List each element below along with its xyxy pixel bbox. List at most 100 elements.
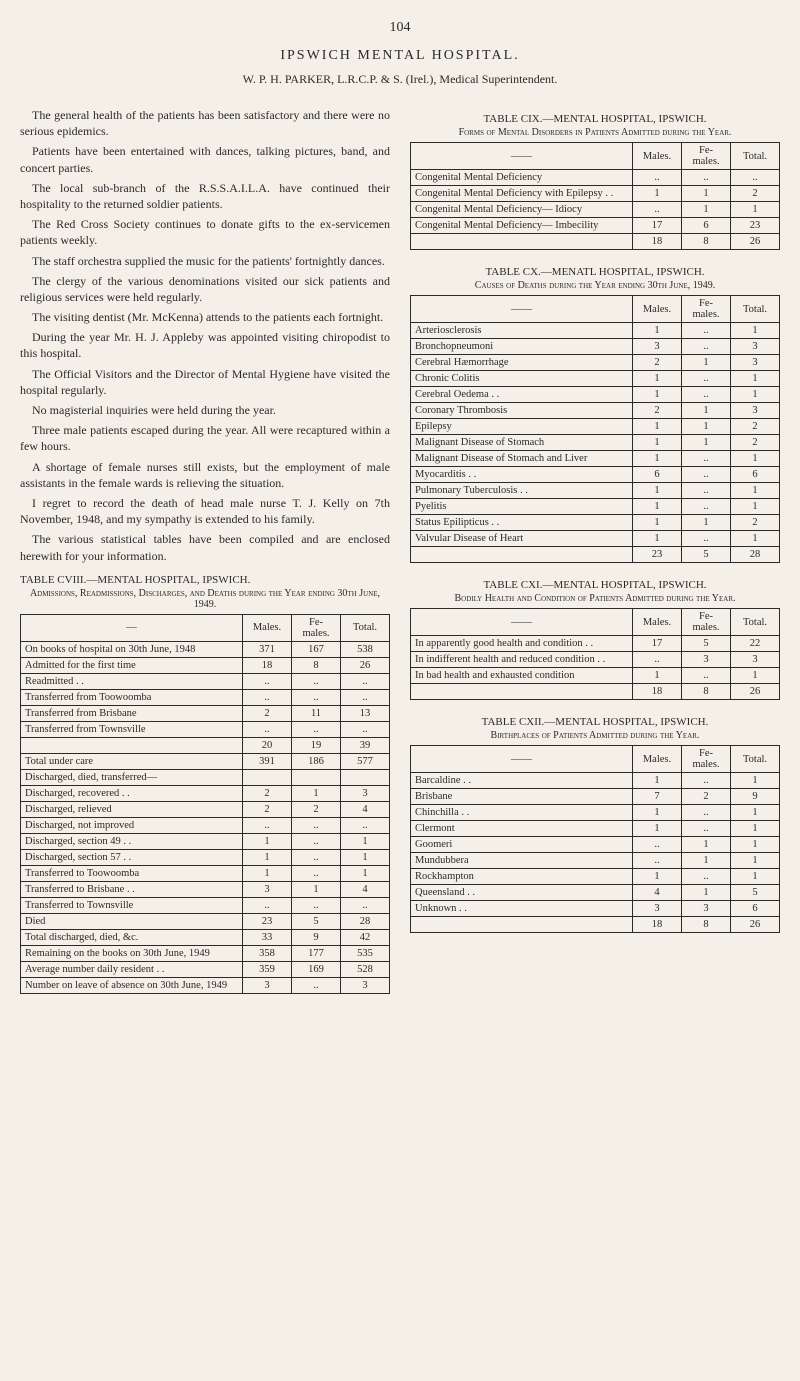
table-row: Transferred to Townsville...... [21, 897, 390, 913]
cell-value: 1 [243, 849, 292, 865]
cell-value: 8 [682, 684, 731, 700]
table-cx-title: TABLE CX.—MENATL HOSPITAL, IPSWICH. [410, 266, 780, 278]
cell-value: 2 [731, 435, 780, 451]
row-label: Congenital Mental Deficiency— Idiocy [411, 202, 633, 218]
cell-value: 177 [292, 945, 341, 961]
row-label [21, 737, 243, 753]
cell-value: .. [682, 339, 731, 355]
cell-value: 3 [341, 785, 390, 801]
table-row: Discharged, section 49 . .1..1 [21, 833, 390, 849]
cell-value: 1 [682, 515, 731, 531]
table-cx: ——Males.Fe-males.Total.Arteriosclerosis1… [410, 295, 780, 563]
table-row: On books of hospital on 30th June, 19483… [21, 641, 390, 657]
para: The general health of the patients has b… [20, 107, 390, 139]
table-row: Chronic Colitis1..1 [411, 371, 780, 387]
cell-value: 9 [731, 789, 780, 805]
cell-value: 169 [292, 961, 341, 977]
row-label: Barcaldine . . [411, 773, 633, 789]
cell-value: 538 [341, 641, 390, 657]
table-row: Admitted for the first time18826 [21, 657, 390, 673]
para: During the year Mr. H. J. Appleby was ap… [20, 329, 390, 361]
cell-value: 1 [731, 202, 780, 218]
cell-value: .. [243, 721, 292, 737]
column-header: —— [411, 746, 633, 773]
row-label: Arteriosclerosis [411, 323, 633, 339]
para: Three male patients escaped during the y… [20, 422, 390, 454]
table-cxii: ——Males.Fe-males.Total.Barcaldine . .1..… [410, 745, 780, 933]
column-header: —— [411, 296, 633, 323]
cell-value: .. [341, 817, 390, 833]
cell-value: 3 [341, 977, 390, 993]
cell-value: 1 [633, 821, 682, 837]
cell-value: 1 [731, 668, 780, 684]
cell-value: .. [682, 773, 731, 789]
table-row: Discharged, not improved...... [21, 817, 390, 833]
cell-value: 1 [633, 805, 682, 821]
cell-value: 391 [243, 753, 292, 769]
table-row: Cerebral Hæmorrhage213 [411, 355, 780, 371]
cell-value: 22 [731, 636, 780, 652]
cell-value: 2 [731, 419, 780, 435]
cell-value: 3 [633, 339, 682, 355]
cell-value: .. [243, 673, 292, 689]
cell-value: .. [292, 865, 341, 881]
table-row: Epilepsy112 [411, 419, 780, 435]
cell-value: 8 [682, 917, 731, 933]
table-row: Congenital Mental Deficiency with Epilep… [411, 186, 780, 202]
table-row: Transferred from Toowoomba...... [21, 689, 390, 705]
cell-value: .. [341, 673, 390, 689]
cell-value: 1 [341, 865, 390, 881]
table-row: Brisbane729 [411, 789, 780, 805]
table-row: Transferred from Brisbane21113 [21, 705, 390, 721]
table-row: In bad health and exhausted condition1..… [411, 668, 780, 684]
cell-value: 1 [682, 435, 731, 451]
cell-value: 1 [633, 419, 682, 435]
cell-value: .. [292, 849, 341, 865]
row-label: Coronary Thrombosis [411, 403, 633, 419]
cell-value [292, 769, 341, 785]
page-number: 104 [20, 20, 780, 36]
cell-value: 8 [292, 657, 341, 673]
table-row: Remaining on the books on 30th June, 194… [21, 945, 390, 961]
table-row: Clermont1..1 [411, 821, 780, 837]
row-label: Discharged, recovered . . [21, 785, 243, 801]
column-header: Total. [731, 143, 780, 170]
table-row: Congenital Mental Deficiency...... [411, 170, 780, 186]
para: I regret to record the death of head mal… [20, 495, 390, 527]
cell-value: .. [682, 668, 731, 684]
row-label: Remaining on the books on 30th June, 194… [21, 945, 243, 961]
cell-value: 3 [633, 901, 682, 917]
column-header: Fe-males. [292, 614, 341, 641]
cell-value: 1 [682, 202, 731, 218]
column-header: Males. [243, 614, 292, 641]
row-label: Congenital Mental Deficiency with Epilep… [411, 186, 633, 202]
row-label: Mundubbera [411, 853, 633, 869]
cell-value: 42 [341, 929, 390, 945]
cell-value: .. [633, 202, 682, 218]
cell-value: .. [682, 499, 731, 515]
row-label: Discharged, relieved [21, 801, 243, 817]
table-cxii-subtitle: Birthplaces of Patients Admitted during … [410, 730, 780, 741]
cell-value: 18 [243, 657, 292, 673]
cell-value: 6 [731, 901, 780, 917]
table-row: Discharged, recovered . .213 [21, 785, 390, 801]
cell-value: 2 [633, 355, 682, 371]
column-header: Fe-males. [682, 296, 731, 323]
table-row: Goomeri..11 [411, 837, 780, 853]
cell-value: 1 [341, 833, 390, 849]
table-row: Rockhampton1..1 [411, 869, 780, 885]
row-label: Readmitted . . [21, 673, 243, 689]
cell-value: 33 [243, 929, 292, 945]
row-label: Transferred to Toowoomba [21, 865, 243, 881]
cell-value: 1 [682, 853, 731, 869]
row-label: Total discharged, died, &c. [21, 929, 243, 945]
row-label: Died [21, 913, 243, 929]
row-label: Total under care [21, 753, 243, 769]
table-cx-subtitle: Causes of Deaths during the Year ending … [410, 280, 780, 291]
cell-value: .. [243, 897, 292, 913]
cell-value: .. [633, 170, 682, 186]
cell-value: 17 [633, 636, 682, 652]
cell-value: 1 [633, 323, 682, 339]
cell-value: 371 [243, 641, 292, 657]
table-row: Malignant Disease of Stomach112 [411, 435, 780, 451]
